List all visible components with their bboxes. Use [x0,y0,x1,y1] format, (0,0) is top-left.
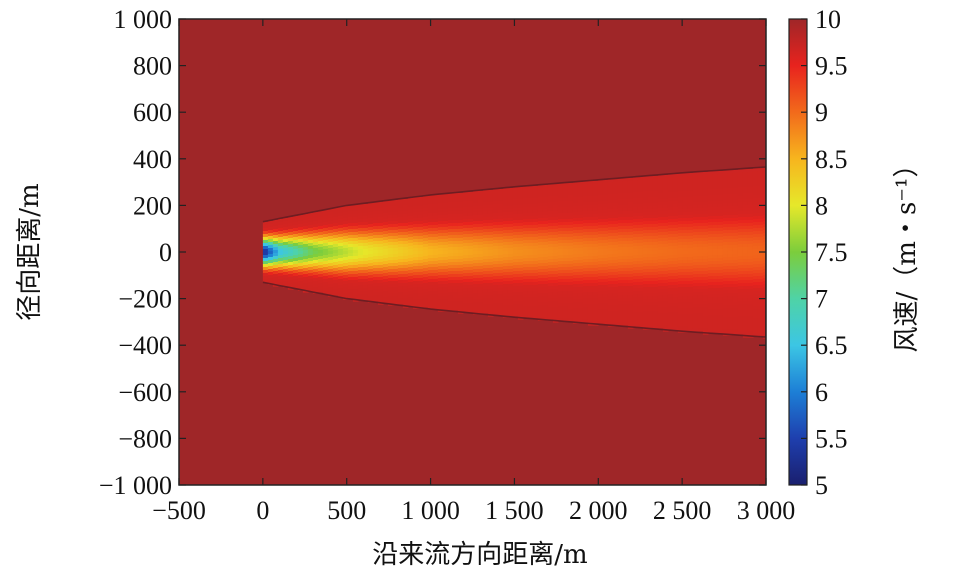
y-tick-label: 200 [133,191,172,220]
colorbar-tick-label: 9.5 [815,52,848,81]
y-tick-label: 0 [159,238,172,267]
y-tick-label: 1 000 [114,5,173,34]
colorbar-tick-label: 7 [815,285,828,314]
x-axis-ticks: −500 0 500 1 000 1 500 2 000 2 500 3 000 [152,19,795,525]
x-tick-label: 3 000 [737,496,796,525]
colorbar-tick-label: 8.5 [815,145,848,174]
y-tick-label: 400 [133,145,172,174]
y-tick-label: −400 [118,331,172,360]
wake-boundary-contour [262,166,766,338]
y-tick-label: −200 [118,285,172,314]
colorbar-tick-label: 6 [815,378,828,407]
x-tick-label: 1 500 [485,496,544,525]
colorbar-title: 风速/（m・s⁻¹） [892,152,922,353]
colorbar-tick-label: 9 [815,98,828,127]
y-axis-title: 径向距离/m [15,183,45,320]
x-tick-label: 0 [256,496,269,525]
x-tick-label: −500 [152,496,206,525]
colorbar-tick-label: 5 [815,471,828,500]
y-tick-label: −1 000 [99,471,172,500]
x-tick-label: 2 000 [569,496,628,525]
velocity-contour-field [179,19,766,485]
y-tick-label: −800 [118,424,172,453]
colorbar-tick-label: 10 [815,5,841,34]
colorbar-tick-label: 8 [815,191,828,220]
colorbar-tick-label: 7.5 [815,238,848,267]
x-tick-label: 500 [327,496,366,525]
y-tick-label: 600 [133,98,172,127]
colorbar-tick-label: 6.5 [815,331,848,360]
colorbar-ticks: 10 9.5 9 8.5 8 7.5 7 6.5 6 5.5 5 [801,5,848,500]
x-tick-label: 1 000 [401,496,460,525]
x-tick-label: 2 500 [653,496,712,525]
colorbar-tick-label: 5.5 [815,424,848,453]
y-tick-label: −600 [118,378,172,407]
y-tick-label: 800 [133,52,172,81]
x-axis-title: 沿来流方向距离/m [372,540,587,570]
y-axis-ticks: 1 000 800 600 400 200 0 −200 −400 −600 −800 −1 000 [99,5,766,500]
